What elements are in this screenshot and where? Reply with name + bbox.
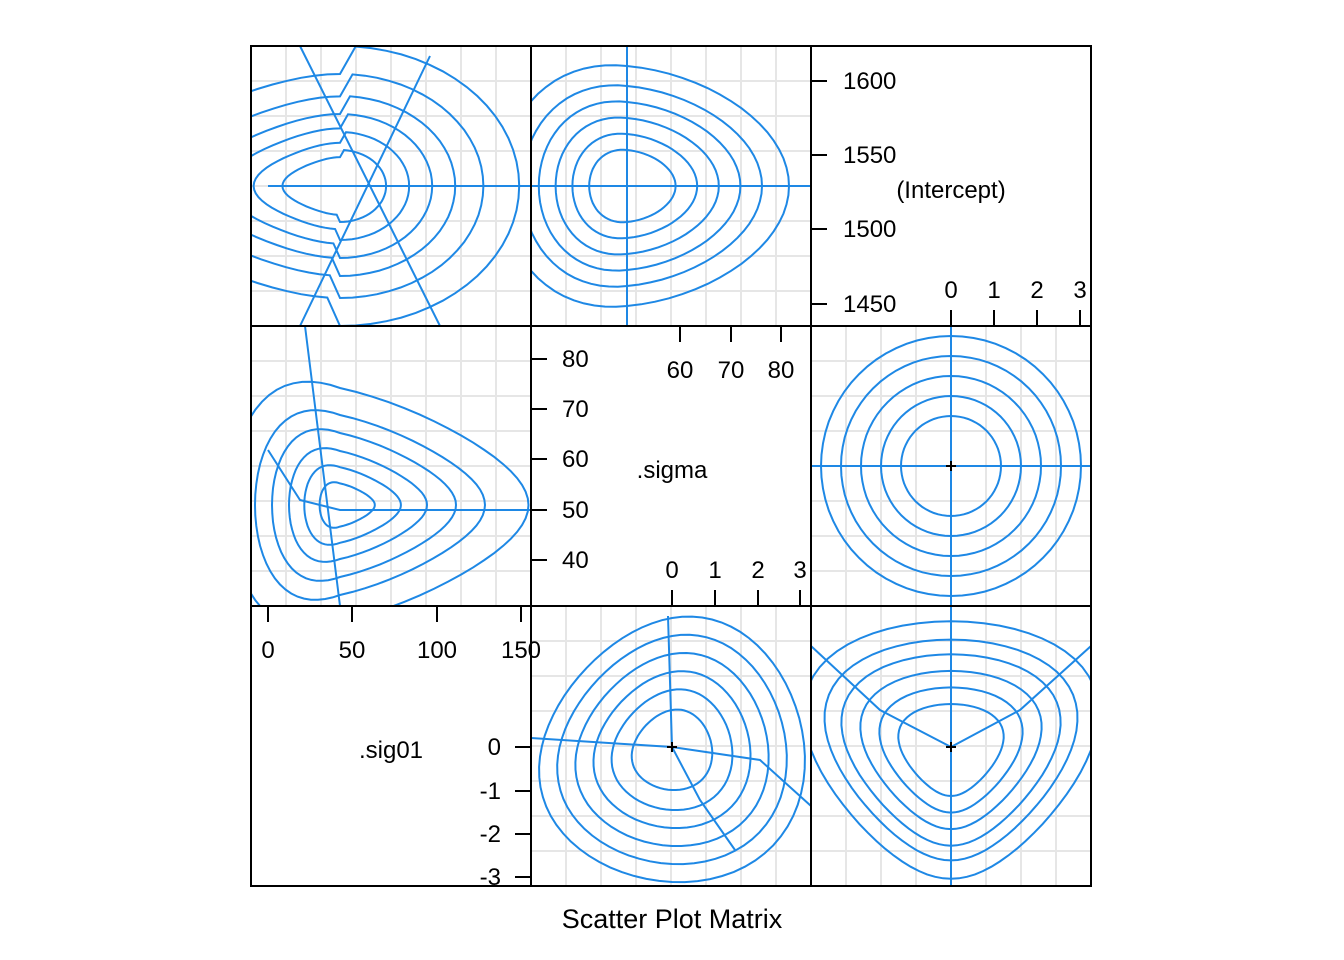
x-axis-label: Scatter Plot Matrix — [562, 904, 783, 934]
contour-line — [531, 64, 791, 308]
panel-middle-right — [811, 326, 1091, 606]
contour-line — [270, 428, 458, 582]
center-point — [946, 742, 956, 752]
tick-label: 3 — [793, 557, 806, 584]
tick-label: 150 — [501, 637, 541, 664]
variable-label: .sig01 — [359, 737, 423, 764]
profile-trace — [267, 449, 531, 511]
panel-top-middle — [531, 46, 811, 326]
contour-line — [251, 73, 485, 300]
contour-line — [811, 620, 1091, 880]
contour-line — [592, 670, 752, 829]
contour-line — [878, 686, 1024, 814]
tick-label: 0 — [261, 637, 274, 664]
tick-label: 40 — [562, 547, 589, 574]
tick-label: 2 — [1030, 277, 1043, 304]
tick-label: 1500 — [843, 216, 896, 243]
tick-label: 0 — [665, 557, 678, 584]
tick-label: 50 — [562, 497, 589, 524]
tick-label: 80 — [562, 346, 589, 373]
contour-line — [253, 409, 487, 601]
panel-bottom-right — [811, 606, 1091, 886]
profile-trace — [667, 615, 736, 851]
tick-label: -3 — [480, 864, 501, 891]
contour-line — [251, 95, 457, 278]
center-point — [946, 461, 956, 471]
contour-line — [251, 380, 530, 606]
panel-top-left — [251, 46, 531, 326]
contour-line — [823, 638, 1079, 862]
profile-trace — [304, 326, 341, 606]
contour-line — [287, 447, 429, 563]
contour-line — [538, 615, 806, 884]
contour-line — [610, 688, 734, 811]
profile-trace — [299, 46, 441, 326]
tick-label: 70 — [718, 357, 745, 384]
contour-line — [840, 653, 1062, 847]
contour-line — [630, 708, 714, 791]
tick-label: 80 — [768, 357, 795, 384]
contour-line — [303, 464, 402, 546]
variable-label: .sigma — [637, 457, 708, 484]
contour-line — [252, 131, 411, 242]
tick-label: 60 — [562, 446, 589, 473]
profile-trace — [299, 55, 431, 326]
profile-trace — [531, 737, 811, 807]
tick-label: 1450 — [843, 291, 896, 318]
tick-label: 0 — [488, 734, 501, 761]
panel-middle-left — [251, 326, 531, 606]
tick-label: -1 — [480, 778, 501, 805]
tick-label: 50 — [339, 637, 366, 664]
contour-line — [251, 113, 434, 260]
tick-label: 60 — [667, 357, 694, 384]
tick-label: 100 — [417, 637, 457, 664]
panel-bottom-middle — [531, 615, 811, 884]
tick-label: 70 — [562, 396, 589, 423]
tick-label: 3 — [1073, 277, 1086, 304]
tick-label: 1600 — [843, 68, 896, 95]
contour-layer — [251, 46, 1091, 886]
contour-line — [859, 669, 1043, 831]
panel-frame — [810, 605, 1092, 887]
contour-line — [531, 84, 764, 288]
tick-label: 0 — [944, 277, 957, 304]
tick-label: 1 — [987, 277, 1000, 304]
tick-label: 1550 — [843, 142, 896, 169]
variable-label: (Intercept) — [896, 177, 1005, 204]
tick-label: 1 — [708, 557, 721, 584]
contour-line — [556, 633, 788, 866]
tick-label: -2 — [480, 821, 501, 848]
contour-line — [897, 702, 1005, 798]
center-point — [667, 742, 677, 752]
tick-label: 2 — [751, 557, 764, 584]
